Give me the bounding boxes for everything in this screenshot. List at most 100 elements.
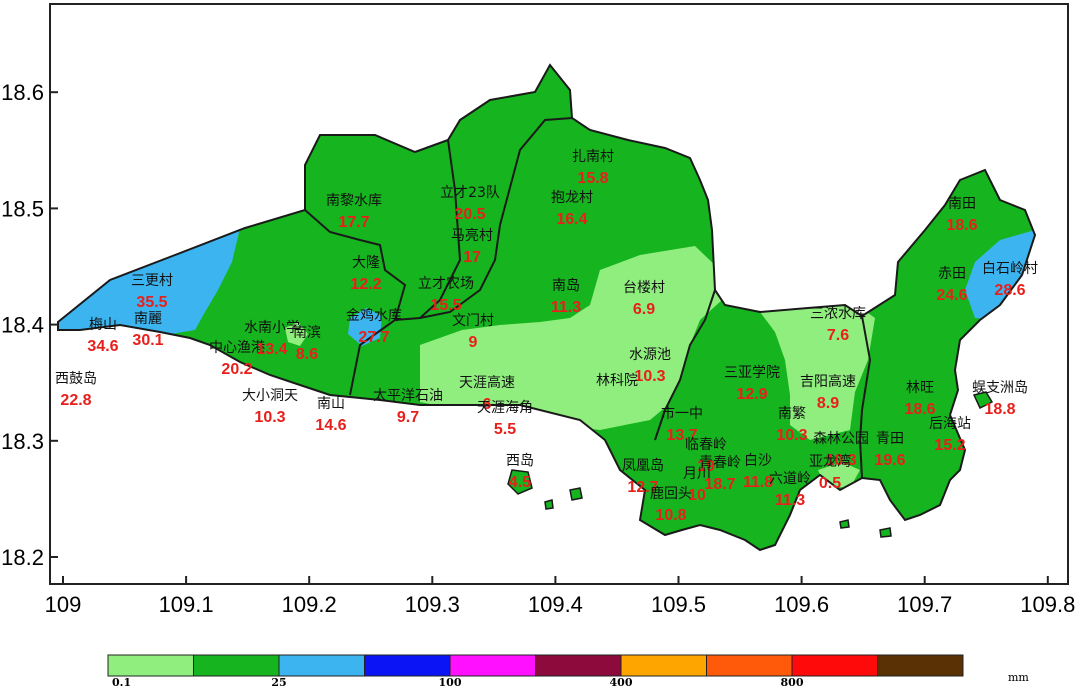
island-xidao [507, 469, 533, 495]
station-name: 吉阳高速 [800, 373, 856, 390]
legend-swatch [193, 654, 280, 677]
station-name: 南山 [317, 396, 345, 412]
island-small-2 [544, 499, 554, 510]
coastline-outline [57, 63, 1037, 552]
station-27: 水源池 10.3 [629, 347, 671, 385]
y-tick-label: 18.5 [1, 196, 44, 221]
station-13: 金鸡水库 27.7 [346, 307, 402, 346]
station-name: 林旺 [906, 380, 934, 396]
legend-swatch [364, 654, 451, 677]
station-name: 大隆 [352, 255, 380, 271]
station-name: 南黎水库 [326, 193, 382, 209]
station-name: 赤田 [938, 266, 966, 282]
station-rain-value: 15.2 [934, 437, 965, 454]
x-tick-labels: 109 109.1 109.2 109.3 109.4 109.5 109.6 109.7 10… [45, 592, 1076, 617]
rain-zone-lightgreen-central [420, 246, 722, 430]
axis-ticks [50, 91, 1049, 584]
station-rain-value: 9 [469, 334, 478, 351]
station-name: 蜈支洲岛 [972, 380, 1028, 396]
station-14: 大隆 12.2 [350, 255, 381, 293]
legend-swatch [535, 654, 622, 677]
station-rain-value: 18.8 [984, 401, 1015, 418]
station-rain-value: 11.8 [743, 474, 773, 491]
station-name: 凤凰岛 [622, 458, 664, 474]
station-rain-value: 18.6 [946, 217, 977, 234]
island-small-4 [839, 519, 850, 529]
station-name: 南滨 [293, 325, 321, 341]
legend-label: 800 [781, 676, 804, 689]
station-name: 扎南村 [572, 149, 614, 165]
station-rain-value: 11.3 [551, 299, 581, 316]
station-labels: 南田 18.6 白石岭村 28.6 赤田 24.6 三更村 35.5 梅山 34.6 南麗 30.1 西… [55, 149, 1038, 524]
station-name: 南麗 [134, 311, 162, 327]
station-name: 文门村 [452, 313, 494, 329]
station-2: 赤田 24.6 [936, 266, 967, 304]
station-rain-value: 0.5 [819, 475, 841, 492]
station-8: 水南小学 13.4 [244, 320, 300, 358]
y-tick-label: 18.4 [1, 313, 44, 338]
station-name: 林科院 [596, 373, 638, 389]
station-6: 西鼓岛 22.8 [55, 371, 97, 409]
station-name: 抱龙村 [551, 190, 593, 206]
station-rain-value: 16.4 [556, 211, 587, 228]
station-rain-value: 5.5 [494, 421, 516, 438]
station-31: 吉阳高速 8.9 [800, 373, 856, 412]
station-rain-value: 6.9 [633, 301, 655, 318]
unit-label: mm [1008, 671, 1029, 684]
station-name: 金鸡水库 [346, 307, 402, 324]
station-23: 台楼村 6.9 [623, 280, 665, 318]
station-rain-value: 24.6 [936, 287, 967, 304]
station-rain-value: 20.5 [454, 206, 485, 223]
station-3: 三更村 35.5 [131, 273, 173, 311]
station-37: 月川 10 [683, 466, 711, 504]
station-9: 南滨 8.6 [293, 325, 321, 363]
island-wuzhizhou [972, 391, 994, 410]
station-rain-value: 8.9 [817, 395, 839, 412]
station-name: 梅山 [89, 317, 117, 333]
station-name: 大小洞天 [242, 388, 298, 404]
station-28: 林科院 [596, 373, 638, 389]
legend-swatch [449, 654, 536, 677]
x-tick-label: 109.2 [282, 592, 337, 617]
station-36: 鹿回头 10.8 [650, 485, 692, 524]
station-1: 白石岭村 28.6 [982, 261, 1038, 299]
station-name: 台楼村 [623, 280, 665, 296]
station-name: 临春岭 [685, 437, 727, 453]
island-small-1 [569, 487, 583, 501]
station-rain-value: 35.5 [136, 294, 167, 311]
station-name: 太平洋石油 [373, 388, 443, 404]
legend-label: 25 [271, 676, 286, 689]
station-29: 三亚学院 12.9 [724, 365, 780, 403]
station-44: 林旺 18.6 [904, 380, 935, 418]
station-rain-value: 12.2 [350, 276, 381, 293]
station-rain-value: 19 [697, 458, 715, 475]
station-rain-value: 9.7 [397, 409, 419, 426]
station-4: 梅山 34.6 [87, 317, 118, 355]
legend-swatch [877, 654, 964, 677]
station-rain-value: 10 [688, 487, 706, 504]
station-rain-value: 10.3 [776, 427, 807, 444]
station-rain-value: 22.8 [60, 392, 91, 409]
legend-swatch [107, 654, 194, 677]
station-20: 扎南村 15.8 [572, 149, 614, 187]
station-22: 南岛 11.3 [551, 278, 581, 316]
island-small-3 [879, 527, 892, 538]
station-name: 月川 [683, 466, 711, 482]
station-name: 白沙 [744, 453, 772, 469]
station-39: 白沙 11.8 [743, 453, 773, 491]
rain-zone-lightgreen-nanbin [285, 322, 308, 346]
station-rain-value: 20.2 [221, 361, 252, 378]
station-name: 南繁 [778, 406, 806, 422]
station-rain-value: 18.6 [904, 401, 935, 418]
station-name: 白石岭村 [982, 261, 1038, 277]
islands [507, 391, 994, 538]
station-name: 亚龙湾 [809, 453, 851, 470]
station-name: 天涯海角 [477, 400, 533, 416]
station-rain-value: 12.9 [736, 386, 767, 403]
legend-label: 100 [439, 676, 462, 689]
station-name: 三浓水库 [810, 306, 866, 322]
station-rain-value: 17.7 [338, 214, 369, 231]
y-tick-label: 18.3 [1, 429, 44, 454]
station-35: 凤凰岛 12.7 [622, 458, 664, 496]
legend-swatch [620, 654, 707, 677]
